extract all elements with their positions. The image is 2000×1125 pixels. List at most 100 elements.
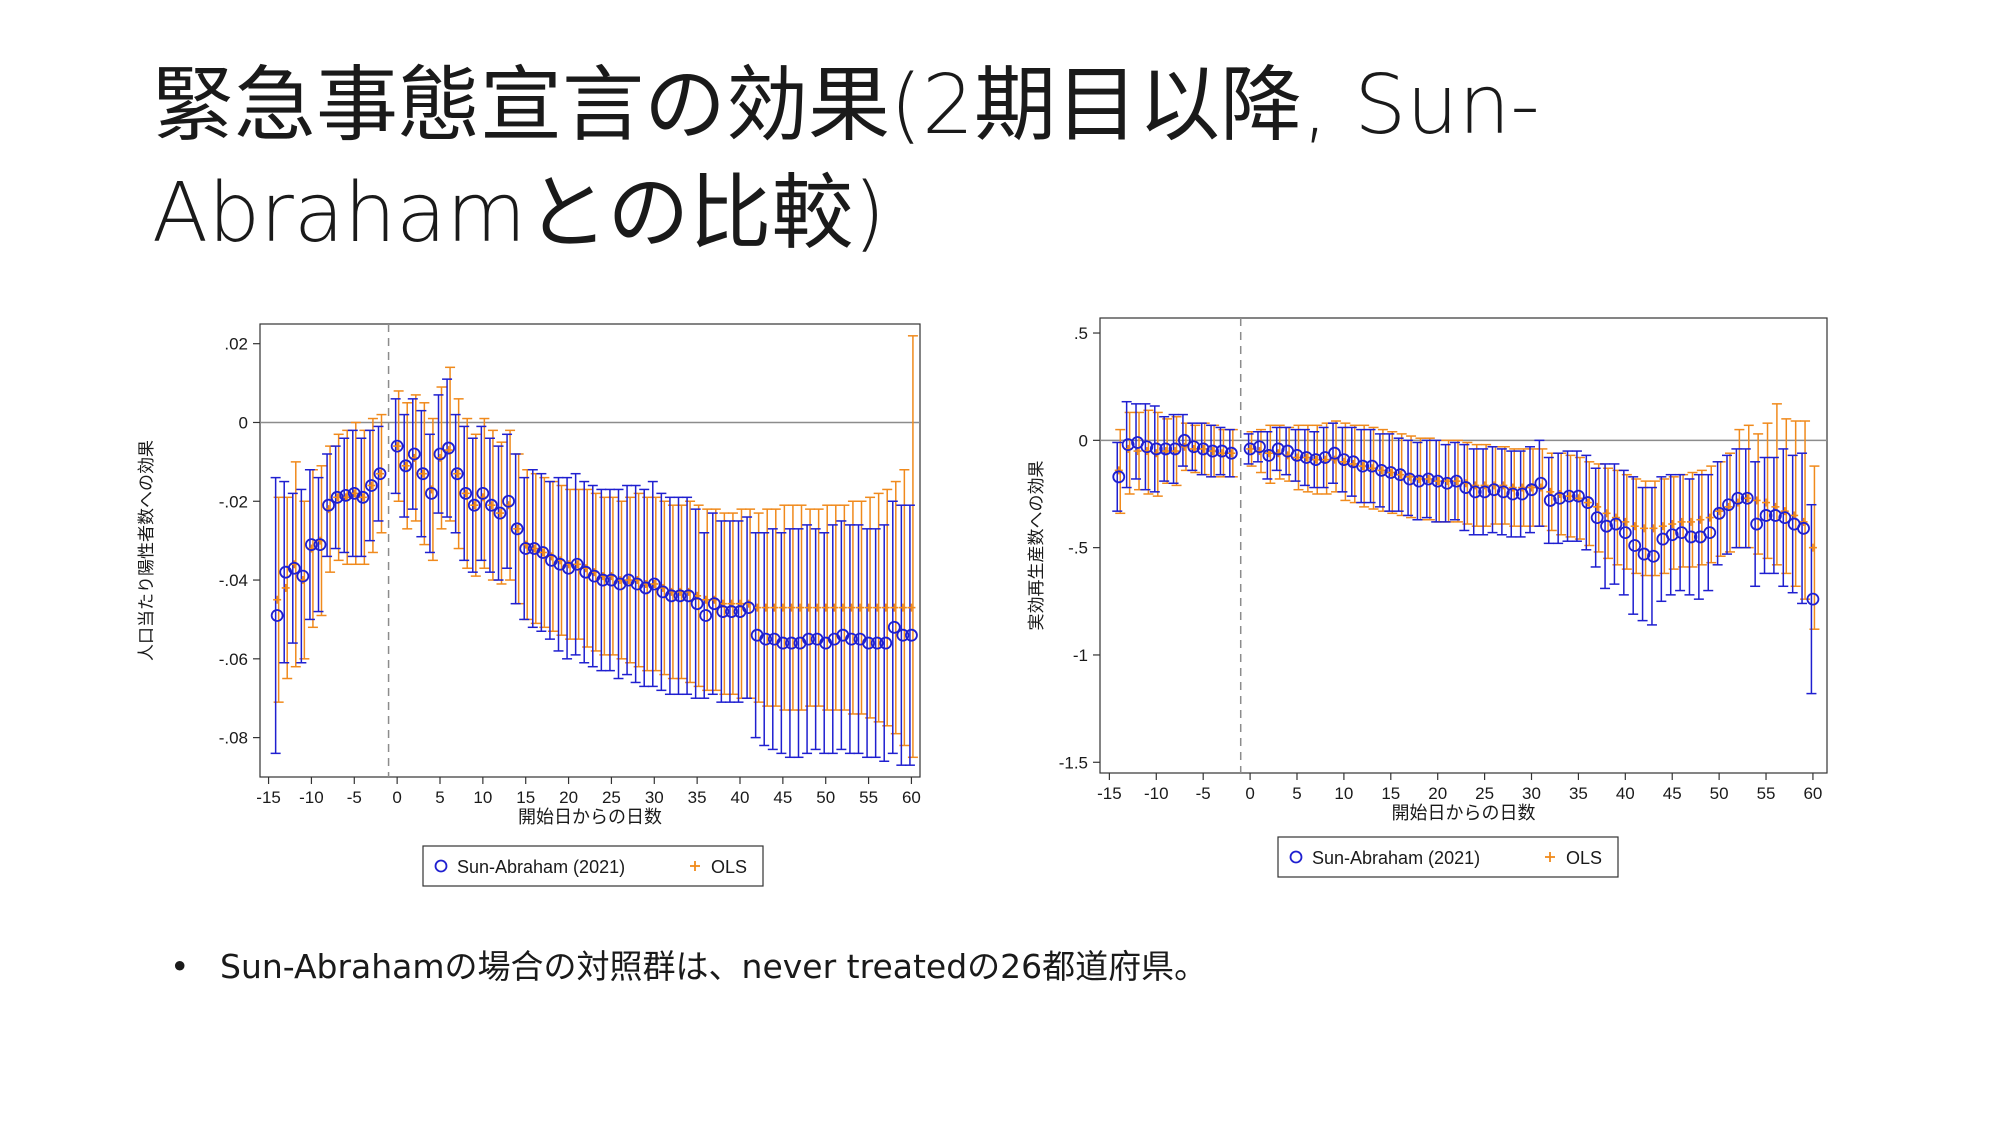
sun-abraham-point [647, 577, 661, 591]
sun-abraham-point [1159, 442, 1173, 456]
sun-abraham-point [570, 557, 584, 571]
sun-abraham-point [1290, 448, 1304, 462]
sun-abraham-point [1121, 438, 1135, 452]
x-tick-label: -15 [1097, 784, 1122, 803]
sun-abraham-point [1496, 485, 1510, 499]
sun-abraham-point [519, 542, 533, 555]
sun-abraham-point [1553, 491, 1567, 505]
sun-abraham-point [399, 459, 413, 473]
sun-abraham-point [1703, 526, 1717, 540]
x-tick-label: 35 [1569, 784, 1588, 803]
sun-abraham-point [416, 467, 430, 481]
x-tick-label: 5 [1292, 784, 1301, 803]
sun-abraham-point [459, 486, 473, 500]
sun-abraham-point [270, 609, 284, 622]
sun-abraham-point [1215, 444, 1229, 458]
sun-abraham-point [1628, 539, 1642, 552]
sun-abraham-point [1196, 442, 1210, 456]
sun-abraham-point [313, 538, 327, 551]
sun-abraham-point [1253, 440, 1266, 454]
sun-abraham-point [1450, 474, 1463, 488]
sun-abraham-point [1431, 474, 1445, 488]
sun-abraham-point [862, 636, 875, 650]
sun-abraham-point [1618, 526, 1632, 540]
sun-abraham-point [1112, 470, 1126, 484]
sun-abraham-point [493, 506, 507, 520]
y-axis-title: 実効再生産数への効果 [1027, 461, 1046, 631]
y-tick-label: 0 [1079, 431, 1088, 450]
sun-abraham-point [305, 538, 318, 551]
x-tick-label: 55 [859, 788, 878, 807]
sun-abraham-point [442, 441, 455, 455]
sun-abraham-point [502, 494, 515, 508]
plot-frame [1099, 317, 1828, 774]
sun-abraham-point [1168, 442, 1182, 456]
sun-abraham-point [1637, 547, 1651, 561]
sun-abraham-point [716, 605, 730, 618]
sun-abraham-point [1722, 498, 1735, 512]
sun-abraham-point [1665, 528, 1679, 542]
sun-abraham-point [673, 589, 687, 603]
y-tick-label: -1.5 [1059, 753, 1088, 772]
x-tick-label: 20 [559, 788, 578, 807]
sun-abraham-point [682, 589, 695, 603]
x-tick-label: 55 [1757, 784, 1776, 803]
x-tick-label: 15 [1381, 784, 1400, 803]
sun-abraham-point [1534, 476, 1548, 490]
x-tick-label: -5 [1196, 784, 1211, 803]
sun-abraham-point [1178, 433, 1191, 447]
sun-abraham-point [1224, 446, 1238, 460]
legend-ols-label: OLS [1566, 848, 1602, 868]
sun-abraham-point [802, 632, 815, 646]
legend-ols-label: OLS [711, 857, 747, 877]
x-tick-label: 30 [645, 788, 664, 807]
sun-abraham-point [1478, 485, 1492, 499]
bullet-item: • Sun-Abrahamの場合の対照群は、never treatedの26都道府… [170, 940, 1207, 988]
sun-abraham-point [330, 490, 344, 504]
sun-abraham-point [373, 467, 387, 481]
sun-abraham-point [1806, 592, 1820, 606]
sun-abraham-point [1375, 463, 1388, 477]
sun-abraham-point [785, 636, 798, 650]
sun-abraham-point [1299, 451, 1313, 464]
sun-abraham-point [365, 479, 378, 492]
x-tick-label: 0 [1245, 784, 1254, 803]
y-axis-title: 人口当たり陽性者数への効果 [137, 440, 156, 661]
sun-abraham-point [467, 498, 481, 512]
sun-abraham-point [1271, 442, 1285, 456]
sun-abraham-point [536, 546, 550, 559]
legend-box [422, 845, 764, 887]
sun-abraham-point [1487, 483, 1501, 497]
x-tick-label: 45 [773, 788, 792, 807]
sun-abraham-point [425, 486, 438, 500]
sun-abraham-point [1712, 506, 1726, 520]
sun-abraham-point [1421, 472, 1435, 486]
sun-abraham-point [1243, 442, 1257, 456]
x-tick-label: 40 [1616, 784, 1635, 803]
y-tick-label: -.04 [219, 571, 248, 590]
sun-abraham-point [1403, 472, 1416, 486]
chart-positive-cases: .02 0 -.02 -.04 -.06 -.08 -15 -10 -5 0 5 10 15 20 25 30… [137, 323, 921, 887]
sun-abraham-point [485, 498, 498, 512]
x-tick-label: 30 [1522, 784, 1541, 803]
x-tick-label: -5 [347, 788, 362, 807]
sun-abraham-point [1337, 453, 1351, 467]
legend-sun-abraham-label: Sun-Abraham (2021) [1312, 848, 1480, 868]
sun-abraham-point [1778, 511, 1792, 524]
sun-abraham-point [1581, 496, 1595, 509]
bullet-text: Sun-Abrahamの場合の対照群は、never treatedの26都道府県… [220, 947, 1208, 986]
sun-abraham-point [1797, 521, 1810, 535]
sun-abraham-point [1600, 519, 1613, 533]
sun-abraham-point [870, 636, 884, 650]
sun-abraham-point [896, 628, 910, 642]
sun-abraham-point [1572, 489, 1585, 503]
x-tick-label: -15 [256, 788, 281, 807]
sun-abraham-point [322, 498, 335, 512]
bullet-icon: • [170, 947, 190, 986]
x-tick-label: 0 [392, 788, 401, 807]
legend-sun-abraham-label: Sun-Abraham (2021) [457, 857, 625, 877]
sun-abraham-point [1684, 530, 1698, 544]
sun-abraham-point [1750, 517, 1764, 531]
sun-abraham-point [1740, 491, 1754, 505]
y-tick-label: -.5 [1068, 539, 1088, 558]
